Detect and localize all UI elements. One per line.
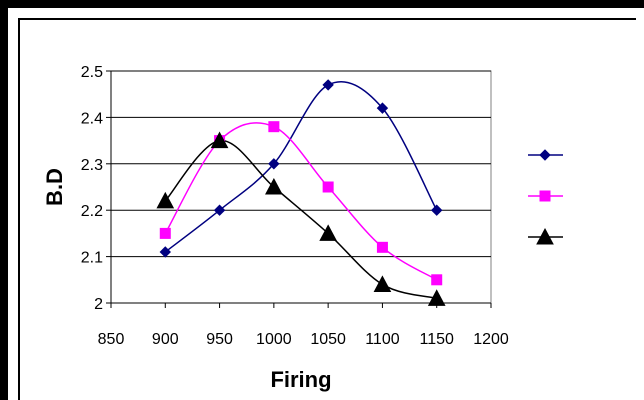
data-point-3 [427, 289, 446, 306]
y-axis-title: B.D [42, 168, 67, 206]
y-tick-label: 2.1 [81, 250, 103, 267]
x-tick-label: 1150 [420, 331, 455, 348]
y-tick-label: 2.2 [81, 203, 103, 220]
data-point-1 [213, 204, 226, 216]
x-tick-labels: 850 900 950 1000 1050 1100 1150 1200 [98, 331, 509, 348]
data-point-2 [159, 227, 171, 239]
data-point-3 [319, 224, 337, 241]
data-point-2 [322, 181, 334, 193]
legend-marker-2 [539, 190, 551, 202]
data-point-3 [156, 191, 175, 209]
data-point-2 [376, 241, 388, 253]
data-point-1 [159, 246, 171, 258]
y-tick-label: 2.4 [81, 110, 103, 127]
data-point-3 [265, 177, 283, 195]
x-axis-title: Firing [270, 367, 331, 392]
data-point-3 [373, 275, 392, 292]
data-point-2 [431, 274, 443, 286]
y-tick-label: 2 [94, 296, 103, 313]
x-tick-label: 900 [152, 331, 179, 348]
x-tick-label: 950 [206, 331, 233, 348]
gridlines [106, 70, 492, 308]
y-tick-label: 2.5 [81, 64, 103, 81]
legend-marker-3 [536, 227, 554, 245]
x-tick-label: 1050 [310, 331, 346, 348]
data-point-3 [210, 131, 229, 149]
x-tick-label: 1100 [365, 331, 400, 348]
series-markers [156, 79, 446, 306]
data-point-1 [322, 79, 334, 91]
x-tick-label: 1000 [256, 331, 292, 348]
legend [528, 149, 563, 245]
plot-area [110, 70, 492, 304]
chart-border [18, 18, 636, 400]
data-point-1 [431, 204, 443, 216]
y-tick-labels: 2 2.1 2.2 2.3 2.4 2.5 [81, 64, 103, 313]
legend-marker-1 [539, 149, 551, 161]
data-point-1 [376, 102, 389, 114]
data-point-2 [268, 121, 280, 133]
data-point-1 [268, 158, 280, 170]
y-tick-label: 2.3 [81, 157, 103, 174]
x-tick-label: 850 [98, 331, 125, 348]
x-tick-label: 1200 [473, 331, 509, 348]
